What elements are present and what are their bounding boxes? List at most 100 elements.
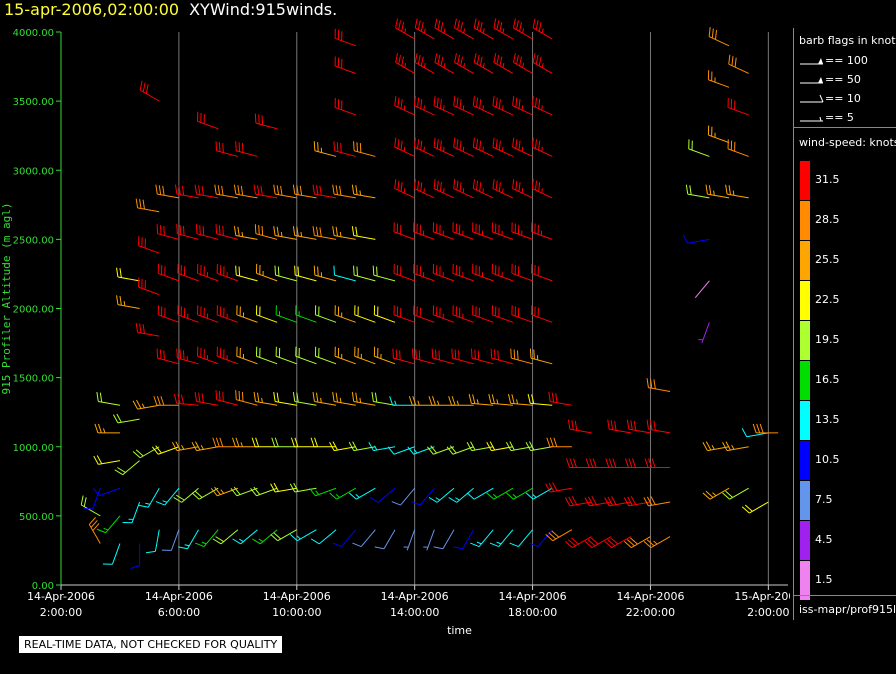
x-tick-date: 14-Apr-2006: [145, 590, 213, 603]
barb-full: [142, 199, 145, 210]
barb-full: [235, 437, 240, 447]
barb-shaft: [314, 235, 337, 240]
barb-full: [235, 141, 237, 151]
barb-full: [486, 492, 495, 500]
barb-full: [92, 523, 100, 531]
barb-shaft: [354, 314, 376, 323]
barb-full: [178, 185, 181, 195]
barb-full: [292, 226, 296, 236]
barb-shaft: [383, 529, 396, 550]
wind-barb: [83, 488, 101, 510]
quality-warning: REAL-TIME DATA, NOT CHECKED FOR QUALITY: [19, 636, 283, 653]
wind-barb: [584, 496, 612, 507]
barb-full: [476, 20, 480, 30]
barb-full: [604, 540, 613, 548]
barb-half: [443, 188, 445, 194]
wind-barb: [116, 267, 140, 282]
barb-full: [116, 413, 122, 423]
barb-half: [404, 28, 407, 34]
speed-swatch: [800, 441, 810, 480]
wind-barb: [643, 536, 671, 549]
wind-barb: [214, 184, 238, 199]
barb-full: [627, 539, 635, 547]
barb-full: [651, 458, 656, 468]
barb-half: [516, 399, 519, 405]
barb-shaft: [552, 529, 573, 542]
barb-full: [626, 419, 630, 430]
barb-full: [548, 482, 555, 492]
barb-full: [589, 458, 594, 468]
barb-full: [332, 441, 338, 451]
barb-full: [274, 265, 277, 276]
barb-shaft: [394, 105, 415, 116]
barb-full: [292, 391, 296, 402]
barb-full: [271, 437, 276, 447]
barb-shaft: [550, 487, 572, 493]
wind-barb: [254, 224, 278, 240]
barb-full: [195, 224, 198, 234]
barb-full: [297, 266, 300, 277]
barb-shaft: [393, 272, 415, 282]
barb-half: [220, 489, 225, 494]
wind-barb: [434, 18, 455, 40]
speed-swatch-label: 22.5: [815, 293, 840, 306]
barb-shaft: [198, 487, 219, 500]
barb-shaft: [498, 529, 514, 547]
barb-shaft: [170, 529, 180, 551]
barb-full: [454, 18, 457, 29]
barb-full: [273, 391, 276, 402]
barb-shaft: [216, 487, 239, 497]
barb-full: [525, 492, 534, 500]
wind-barb: [413, 179, 435, 199]
barb-half: [496, 399, 499, 405]
barb-full: [529, 348, 532, 359]
barb-shaft: [611, 536, 632, 549]
wind-barb: [491, 305, 514, 323]
barb-full: [449, 445, 457, 454]
barb-full: [614, 420, 617, 431]
barb-shaft: [236, 487, 258, 497]
wind-barb: [273, 391, 297, 406]
barb-shaft: [708, 134, 730, 144]
barb-full: [459, 140, 462, 151]
wind-barb: [512, 137, 533, 157]
barb-full: [273, 482, 280, 492]
wind-barb: [394, 96, 415, 116]
wind-barb: [688, 139, 710, 157]
barb-full: [451, 396, 456, 406]
barb-shaft: [235, 193, 258, 199]
wind-barb: [694, 280, 710, 299]
wind-barb: [295, 305, 317, 323]
y-tick-label: 2500.00: [13, 235, 54, 246]
barb-shaft: [395, 27, 415, 40]
barb-shaft: [531, 314, 553, 323]
wind-barb-plot: 14-Apr-2006 2:00:00 14-Apr-2006 6:00:00 14-A…: [0, 18, 790, 637]
wind-barb: [623, 496, 651, 507]
barb-shaft: [333, 400, 356, 406]
wind-barb: [546, 437, 572, 448]
barb-half: [712, 492, 717, 497]
barb-full: [433, 137, 436, 148]
y-axis-label: 915 Profiler Altitude (m agl): [0, 202, 13, 394]
barb-full: [212, 538, 222, 545]
wind-barb: [333, 265, 356, 282]
barb-full: [518, 182, 521, 192]
barb-full: [479, 99, 482, 109]
barb-shaft: [650, 536, 671, 549]
barb-flags-title: barb flags in knots: [799, 34, 896, 47]
barb-full: [333, 265, 335, 276]
barb-shaft: [277, 529, 298, 542]
barb-half: [462, 146, 465, 152]
barb-full: [215, 390, 218, 400]
wind-barb: [116, 295, 140, 309]
barb-full: [352, 441, 358, 451]
barb-shaft: [728, 63, 749, 74]
barb-full: [499, 22, 503, 32]
barb-shaft: [532, 105, 553, 116]
barb-full: [296, 226, 299, 237]
barb-full: [413, 96, 416, 106]
wind-barb: [448, 396, 474, 406]
barb-full: [136, 399, 142, 409]
barb-half: [482, 146, 484, 152]
barb-shaft: [550, 400, 572, 406]
